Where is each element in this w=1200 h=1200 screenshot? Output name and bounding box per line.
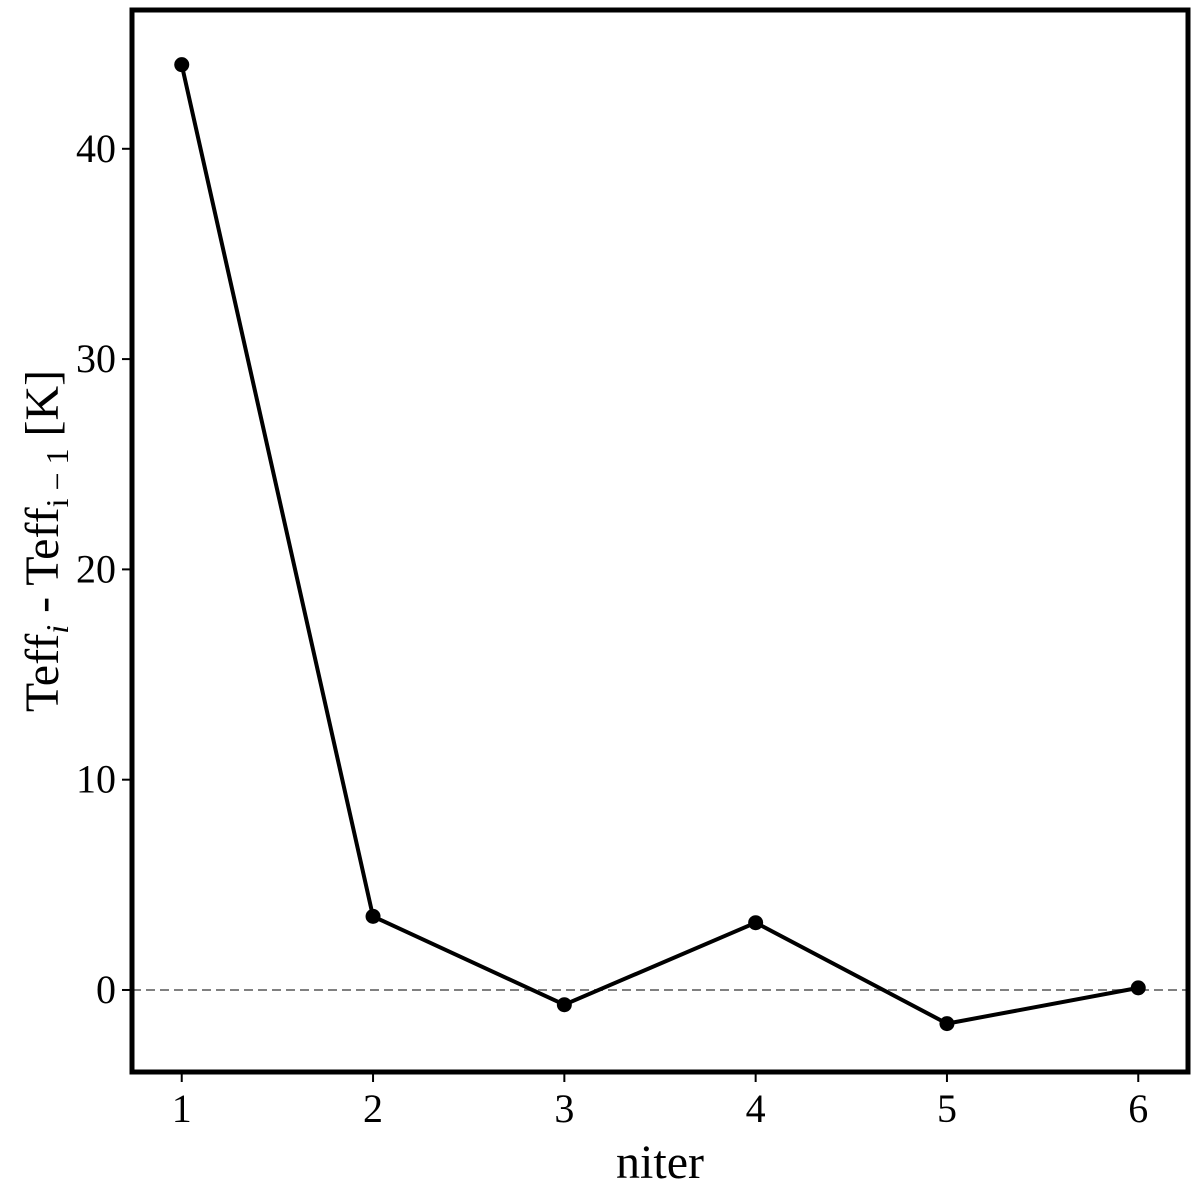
y-axis-label: Teffi - Teffi − 1 [K] [16, 370, 75, 712]
data-point [365, 908, 381, 924]
y-axis-label-unit: [K] [16, 370, 69, 449]
y-axis-ticks: 0 10 20 30 40 [76, 126, 132, 1012]
x-tick-label: 1 [172, 1086, 192, 1131]
x-axis-label: niter [616, 1136, 704, 1189]
x-tick-label: 5 [937, 1086, 957, 1131]
y-tick-label: 20 [76, 546, 116, 591]
data-point [556, 997, 572, 1013]
series-layer [179, 64, 1139, 1026]
data-point [939, 1016, 955, 1032]
x-tick-label: 2 [363, 1086, 383, 1131]
y-tick-label: 10 [76, 757, 116, 802]
data-point [748, 915, 764, 931]
marker-layer [174, 57, 1146, 1032]
y-axis-label-subscript: i [39, 625, 75, 634]
y-axis-label-part: Teff [16, 634, 69, 712]
y-tick-label: 0 [96, 967, 116, 1012]
y-axis-label-part: - Teff [16, 507, 69, 625]
y-tick-label: 40 [76, 126, 116, 171]
x-tick-label: 3 [554, 1086, 574, 1131]
x-axis-ticks: 1 2 3 4 5 6 [172, 1072, 1148, 1131]
y-axis-label-subscript: i − 1 [39, 448, 75, 507]
y-tick-label: 30 [76, 336, 116, 381]
plot-frame [129, 7, 1191, 1075]
series-line [179, 64, 1139, 1026]
x-tick-label: 6 [1128, 1086, 1148, 1131]
x-tick-label: 4 [746, 1086, 766, 1131]
data-point [174, 57, 190, 73]
data-point [1130, 980, 1146, 996]
